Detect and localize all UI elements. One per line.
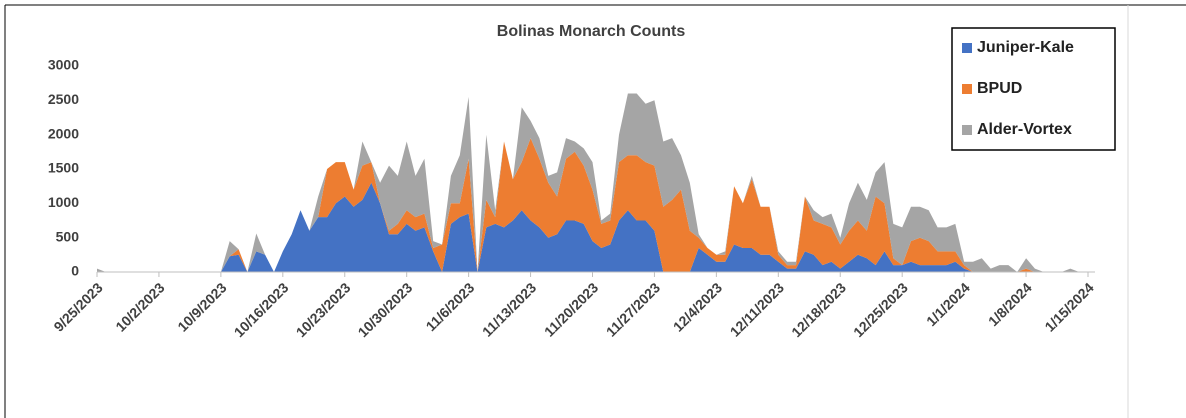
x-tick-label: 11/27/2023 xyxy=(603,279,663,339)
y-tick-label: 0 xyxy=(71,263,79,279)
y-tick-label: 2000 xyxy=(48,125,79,141)
x-tick-label: 10/30/2023 xyxy=(355,279,416,340)
legend-box xyxy=(951,27,1116,151)
x-tick-label: 10/2/2023 xyxy=(112,279,168,335)
x-tick-label: 11/20/2023 xyxy=(541,279,601,339)
y-tick-label: 3000 xyxy=(48,57,79,73)
x-tick-label: 1/15/2024 xyxy=(1041,279,1097,335)
legend-swatch xyxy=(962,43,972,53)
y-tick-label: 500 xyxy=(56,228,80,244)
x-tick-label: 9/25/2023 xyxy=(50,279,106,335)
y-tick-label: 2500 xyxy=(48,91,79,107)
legend: Juniper-Kale BPUD Alder-Vortex xyxy=(951,27,1116,151)
x-tick-label: 11/13/2023 xyxy=(479,279,539,339)
x-tick-label: 1/8/2024 xyxy=(985,279,1035,329)
x-tick-label: 12/4/2023 xyxy=(670,279,726,335)
x-tick-label: 1/1/2024 xyxy=(923,279,973,329)
x-tick-label: 12/25/2023 xyxy=(850,279,911,340)
chart-title: Bolinas Monarch Counts xyxy=(497,23,686,40)
area xyxy=(97,93,1088,272)
y-tick-label: 1500 xyxy=(48,160,79,176)
legend-swatch xyxy=(962,125,972,135)
x-tick-label: 10/23/2023 xyxy=(293,279,354,340)
x-tick-label: 12/18/2023 xyxy=(788,279,849,340)
area xyxy=(97,138,1088,272)
x-tick-label: 10/9/2023 xyxy=(174,279,230,335)
x-tick-label: 12/11/2023 xyxy=(727,279,787,339)
legend-label: Juniper-Kale xyxy=(977,39,1074,56)
legend-label: Alder-Vortex xyxy=(977,121,1072,138)
area xyxy=(97,182,1088,272)
x-tick-label: 11/6/2023 xyxy=(423,279,478,334)
x-tick-label: 10/16/2023 xyxy=(231,279,292,340)
legend-label: BPUD xyxy=(977,80,1022,97)
y-tick-label: 1000 xyxy=(48,194,79,210)
legend-swatch xyxy=(962,84,972,94)
